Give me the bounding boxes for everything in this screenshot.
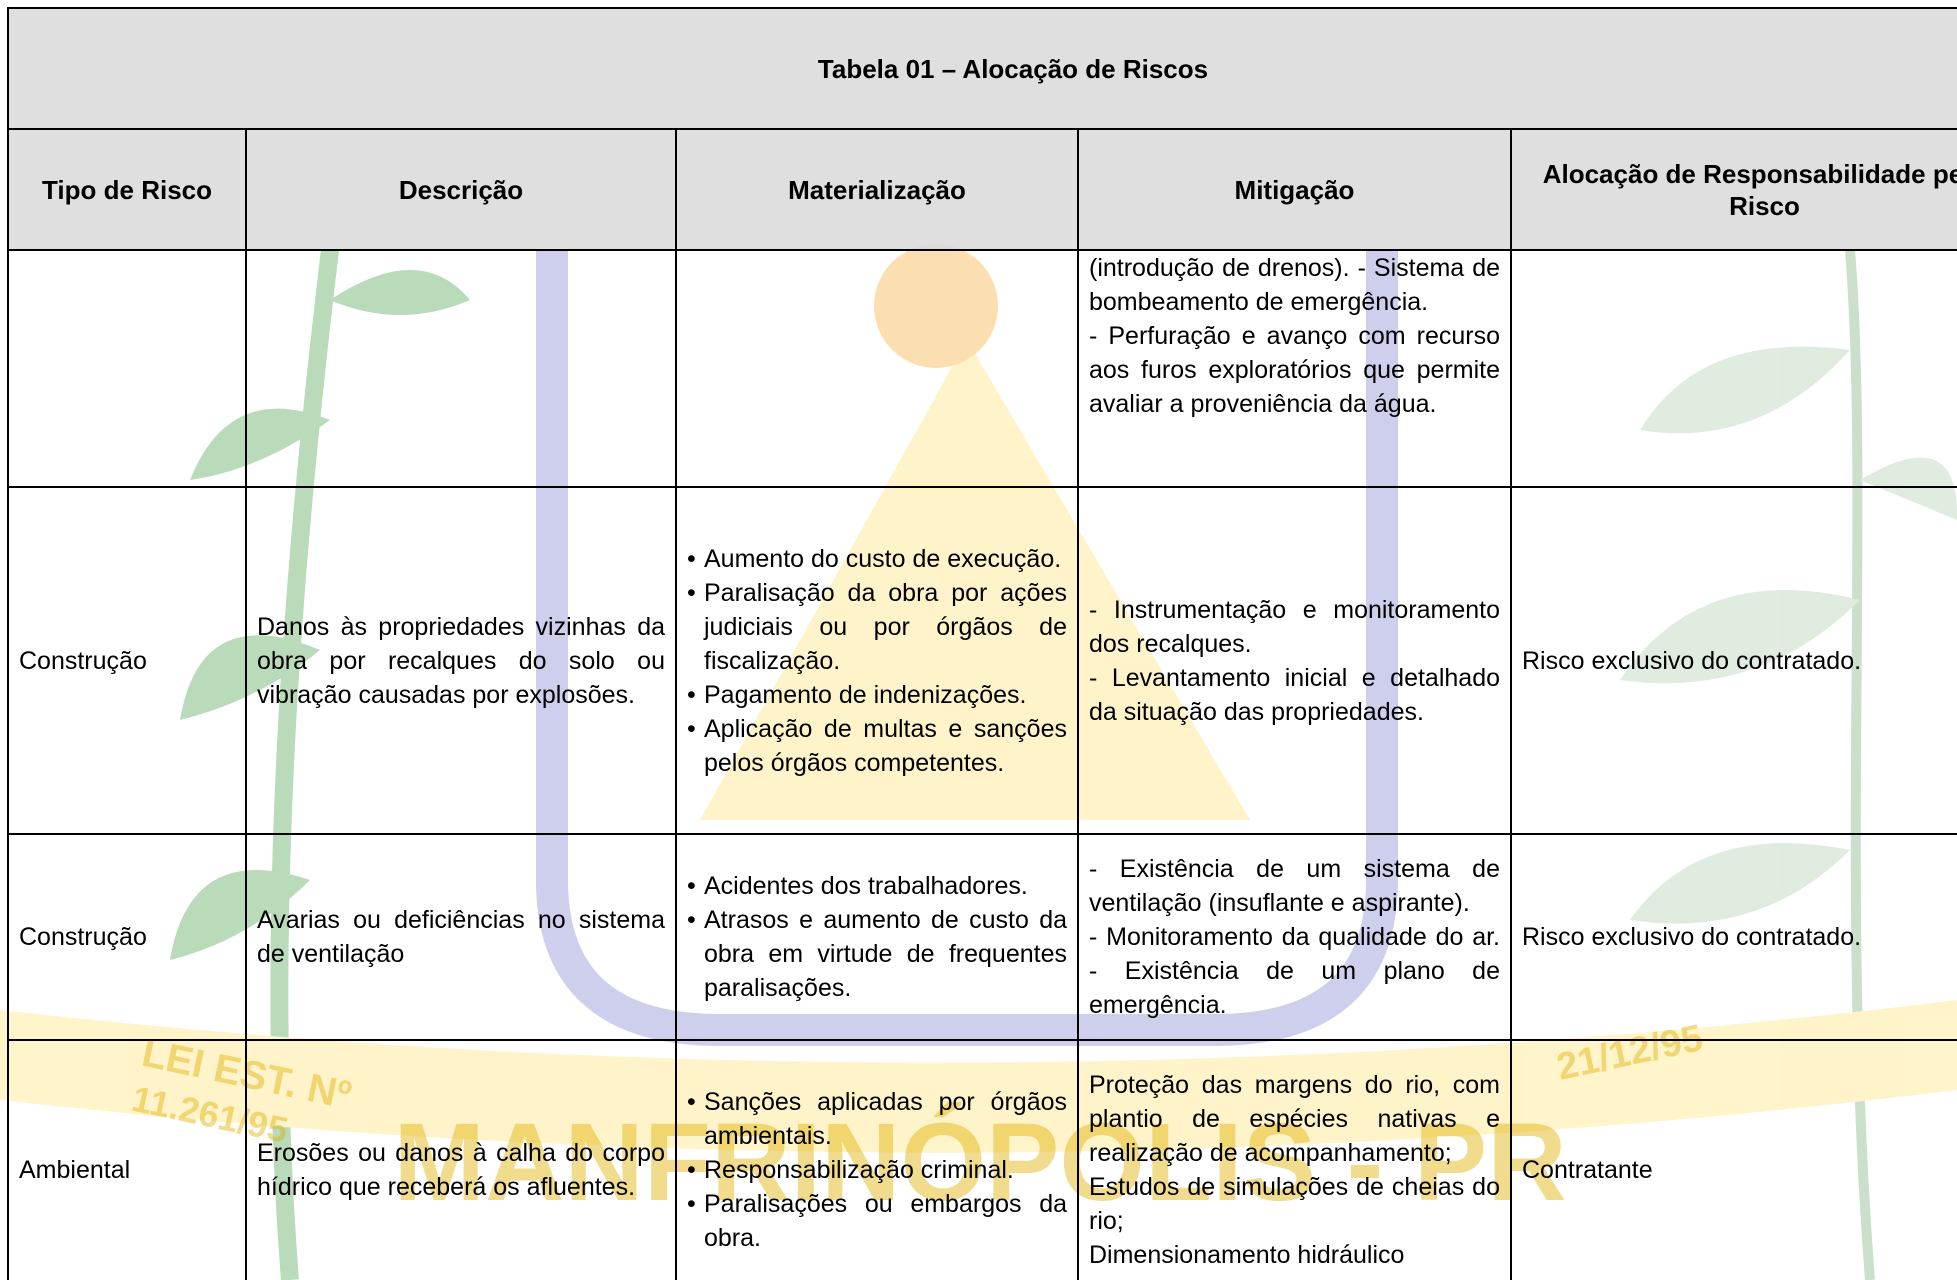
bullet-item: Paralisação da obra por ações judiciais … (687, 576, 1067, 678)
paragraph: - Instrumentação e monitoramento dos rec… (1089, 595, 1500, 658)
bullet-item: Responsabilização criminal. (687, 1153, 1067, 1187)
cell-alocacao: Contratante (1510, 1039, 1957, 1280)
cell-materializacao (675, 249, 1079, 488)
cell-materializacao: Acidentes dos trabalhadores.Atrasos e au… (675, 833, 1079, 1041)
table-frame: Tabela 01 – Alocação de Riscos Tipo de R… (7, 7, 1957, 1280)
bullet-list: Sanções aplicadas por órgãos ambientais.… (687, 1085, 1067, 1255)
cell-alocacao (1510, 249, 1957, 488)
paragraph: (introdução de drenos). - Sistema de bom… (1089, 254, 1500, 316)
cell-alocacao: Risco exclusivo do contratado. (1510, 833, 1957, 1041)
table-row: (introdução de drenos). - Sistema de bom… (7, 249, 1957, 488)
paragraph: - Existência de um sistema de ventilação… (1089, 855, 1500, 917)
bullet-item: Paralisações ou embargos da obra. (687, 1187, 1067, 1255)
bullet-item: Aumento do custo de execução. (687, 542, 1067, 576)
column-header: Tipo de Risco (7, 128, 247, 251)
paragraph: - Perfuração e avanço com recurso aos fu… (1089, 322, 1500, 418)
table-row: Ambiental Erosões ou danos à calha do cor… (7, 1039, 1957, 1280)
paragraph: Dimensionamento hidráulico (1089, 1241, 1405, 1269)
cell-alocacao: Risco exclusivo do contratado. (1510, 486, 1957, 835)
paragraph: - Monitoramento da qualidade do ar. - Ex… (1089, 923, 1500, 1019)
bullet-item: Aplicação de multas e sanções pelos órgã… (687, 712, 1067, 780)
cell-tipo: Construção (7, 833, 247, 1041)
cell-mitigacao: - Instrumentação e monitoramento dos rec… (1077, 486, 1512, 835)
risk-table: Tabela 01 – Alocação de Riscos Tipo de R… (7, 7, 1957, 1280)
paragraph: - Levantamento inicial e detalhado da si… (1089, 663, 1500, 726)
bullet-item: Sanções aplicadas por órgãos ambientais. (687, 1085, 1067, 1153)
cell-materializacao: Sanções aplicadas por órgãos ambientais.… (675, 1039, 1079, 1280)
table-row: Construção Avarias ou deficiências no sis… (7, 833, 1957, 1041)
cell-tipo: Ambiental (7, 1039, 247, 1280)
paragraph: Proteção das margens do rio, com plantio… (1089, 1071, 1500, 1167)
bullet-list: Acidentes dos trabalhadores.Atrasos e au… (687, 869, 1067, 1005)
column-header: Descrição (245, 128, 677, 251)
bullet-item: Acidentes dos trabalhadores. (687, 869, 1067, 903)
column-header: Materialização (675, 128, 1079, 251)
column-header: Mitigação (1077, 128, 1512, 251)
cell-descricao: Danos às propriedades vizinhas da obra p… (245, 486, 677, 835)
column-header: Alocação de Responsabilidade pelo Risco (1510, 128, 1957, 251)
cell-mitigacao: (introdução de drenos). - Sistema de bom… (1077, 249, 1512, 488)
cell-mitigacao: - Existência de um sistema de ventilação… (1077, 833, 1512, 1041)
table-title: Tabela 01 – Alocação de Riscos (7, 7, 1957, 130)
table-row: Construção Danos às propriedades vizinhas… (7, 486, 1957, 835)
cell-tipo: Construção (7, 486, 247, 835)
bullet-list: Aumento do custo de execução.Paralisação… (687, 542, 1067, 780)
bullet-item: Pagamento de indenizações. (687, 678, 1067, 712)
cell-materializacao: Aumento do custo de execução.Paralisação… (675, 486, 1079, 835)
paragraph: Estudos de simulações de cheias do rio; (1089, 1173, 1500, 1235)
cell-descricao: Erosões ou danos à calha do corpo hídric… (245, 1039, 677, 1280)
cell-descricao (245, 249, 677, 488)
bullet-item: Atrasos e aumento de custo da obra em vi… (687, 903, 1067, 1005)
cell-tipo (7, 249, 247, 488)
cell-mitigacao: Proteção das margens do rio, com plantio… (1077, 1039, 1512, 1280)
cell-descricao: Avarias ou deficiências no sistema de ve… (245, 833, 677, 1041)
